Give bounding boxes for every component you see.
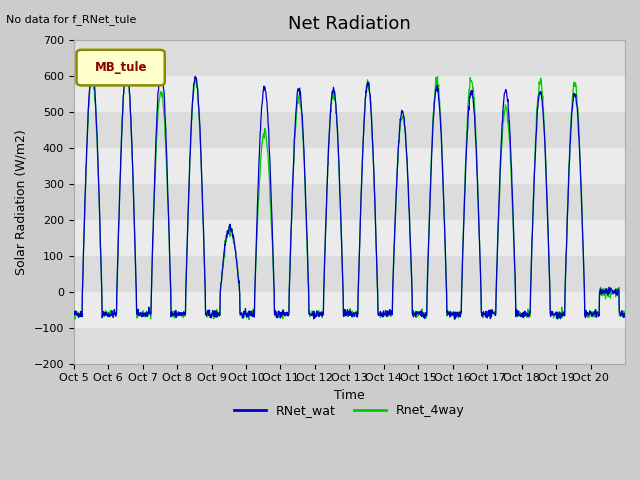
Bar xyxy=(74,184,625,220)
FancyBboxPatch shape xyxy=(77,50,164,85)
Bar xyxy=(74,328,625,364)
Bar xyxy=(74,220,625,256)
Title: Net Radiation: Net Radiation xyxy=(288,15,411,33)
Y-axis label: Solar Radiation (W/m2): Solar Radiation (W/m2) xyxy=(15,129,28,275)
Text: No data for f_RNet_tule: No data for f_RNet_tule xyxy=(6,14,137,25)
X-axis label: Time: Time xyxy=(334,389,365,402)
Legend: RNet_wat, Rnet_4way: RNet_wat, Rnet_4way xyxy=(230,399,469,422)
Text: MB_tule: MB_tule xyxy=(94,61,147,74)
Bar xyxy=(74,256,625,292)
Bar xyxy=(74,148,625,184)
Bar xyxy=(74,112,625,148)
Bar xyxy=(74,40,625,76)
Bar xyxy=(74,76,625,112)
Bar xyxy=(74,292,625,328)
